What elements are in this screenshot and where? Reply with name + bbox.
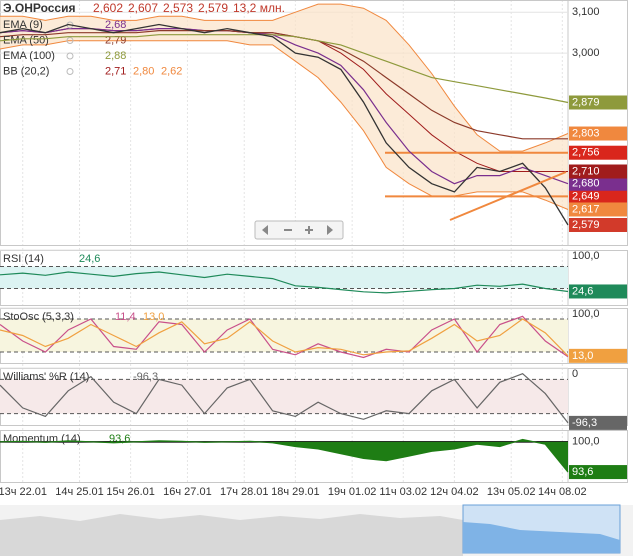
panel-frame xyxy=(0,430,628,483)
series-line xyxy=(0,271,569,294)
zoom-in[interactable] xyxy=(305,226,313,234)
zoom-out[interactable] xyxy=(284,229,292,231)
bb-lower xyxy=(0,40,569,210)
level-zone xyxy=(0,379,568,414)
x-tick-label: 13ч 22.01 xyxy=(0,486,47,498)
x-tick-label: 14ч 25.01 xyxy=(55,486,104,498)
y-tick-label: 100,0 xyxy=(572,308,600,320)
zoom-bar xyxy=(254,220,344,240)
trend-line[interactable] xyxy=(449,171,567,221)
series-line xyxy=(0,438,569,473)
x-tick-label: 19ч 01.02 xyxy=(328,486,377,498)
close-line xyxy=(0,23,569,226)
series-line xyxy=(0,30,568,140)
value-box xyxy=(569,465,627,480)
x-tick-label: 18ч 29.01 xyxy=(271,486,320,498)
series-line xyxy=(0,34,569,104)
legend-icon xyxy=(66,68,74,75)
quote-value: 13,2 млн. xyxy=(233,1,285,15)
legend-label: EMA (100) xyxy=(3,50,55,62)
legend-value: -96,3 xyxy=(133,371,158,383)
zoom-buttons xyxy=(254,220,344,240)
legend-icon xyxy=(66,52,74,60)
value-box xyxy=(569,202,627,217)
panel-frame xyxy=(0,0,628,246)
legend-value: 93,6 xyxy=(109,433,130,445)
value-box xyxy=(569,217,627,232)
value-box xyxy=(569,348,627,363)
legend-label: EMA (50) xyxy=(3,34,49,46)
legend-label: EMA (9) xyxy=(3,19,43,31)
value-label: -96,3 xyxy=(572,417,597,429)
value-label: 2,803 xyxy=(572,127,600,139)
momentum-area xyxy=(0,439,568,473)
legend-icon xyxy=(66,37,74,44)
value-box xyxy=(569,284,627,299)
scroll-left[interactable] xyxy=(262,225,268,235)
legend-value: 2,79 xyxy=(105,34,126,46)
y-tick-label: 3,000 xyxy=(572,47,600,59)
y-tick-label: 3,100 xyxy=(572,6,600,18)
legend-value: 2,62 xyxy=(161,65,182,77)
legend-value: 2,80 xyxy=(133,65,154,77)
bb-upper xyxy=(0,3,569,152)
quote-value: 2,579 xyxy=(198,1,228,15)
panel-title: Williams' %R (14) xyxy=(3,371,89,383)
value-label: 93,6 xyxy=(572,466,593,478)
value-label: 2,756 xyxy=(572,147,600,159)
series-line xyxy=(0,373,569,424)
panel-title: StoOsc (5,3,3) xyxy=(3,311,74,323)
x-tick-label: 15ч 26.01 xyxy=(106,486,155,498)
value-box xyxy=(569,415,627,430)
value-box xyxy=(569,126,627,141)
value-label: 24,6 xyxy=(572,285,593,297)
value-label: 2,579 xyxy=(572,219,600,231)
value-box xyxy=(569,95,627,110)
legend-value: 24,6 xyxy=(79,253,100,265)
quote-value: 2,573 xyxy=(163,1,193,15)
navigator-window-area xyxy=(463,522,620,553)
y-tick-label: 100,0 xyxy=(572,250,600,262)
series-line xyxy=(0,315,569,359)
x-tick-label: 16ч 27.01 xyxy=(163,486,212,498)
panel-title: Momentum (14) xyxy=(3,433,81,445)
navigator-area xyxy=(0,514,463,556)
series-line xyxy=(0,318,569,357)
level-zone xyxy=(0,266,568,289)
value-label: 2,680 xyxy=(572,178,600,190)
value-box xyxy=(569,189,627,204)
legend-value: 13,0 xyxy=(143,311,164,323)
x-tick-label: 17ч 28.01 xyxy=(220,486,269,498)
value-label: 2,649 xyxy=(572,190,600,202)
value-label: 13,0 xyxy=(572,350,593,362)
chart-title: Э.ОНРоссия xyxy=(3,1,75,15)
value-label: 2,617 xyxy=(572,203,600,215)
legend-value: 11,4 xyxy=(115,311,136,323)
legend-value: 2,71 xyxy=(105,65,126,77)
panel-title: RSI (14) xyxy=(3,253,44,265)
y-tick-label: 0 xyxy=(572,368,578,380)
y-tick-label: 100,0 xyxy=(572,436,600,448)
scroll-right[interactable] xyxy=(327,225,333,235)
quote-value: 2,602 xyxy=(93,1,123,15)
value-box xyxy=(569,176,627,191)
legend-value: 2,68 xyxy=(105,19,126,31)
value-label: 2,710 xyxy=(572,165,600,177)
value-label: 2,879 xyxy=(572,96,600,108)
legend-value: 2,88 xyxy=(105,50,126,62)
value-box xyxy=(569,145,627,160)
x-tick-label: 14ч 08.02 xyxy=(538,486,587,498)
quote-value: 2,607 xyxy=(128,1,158,15)
plot-layer: 13ч 22.01 14ч 25.01 15ч 26.01 16ч 27.01 17ч … xyxy=(0,0,628,498)
x-tick-label: 13ч 05.02 xyxy=(487,486,536,498)
x-tick-label: 12ч 04.02 xyxy=(430,486,479,498)
legend-label: BB (20,2) xyxy=(3,65,49,77)
x-tick-label: 11ч 03.02 xyxy=(379,486,427,498)
bb-area xyxy=(0,4,568,210)
value-box xyxy=(569,164,627,179)
